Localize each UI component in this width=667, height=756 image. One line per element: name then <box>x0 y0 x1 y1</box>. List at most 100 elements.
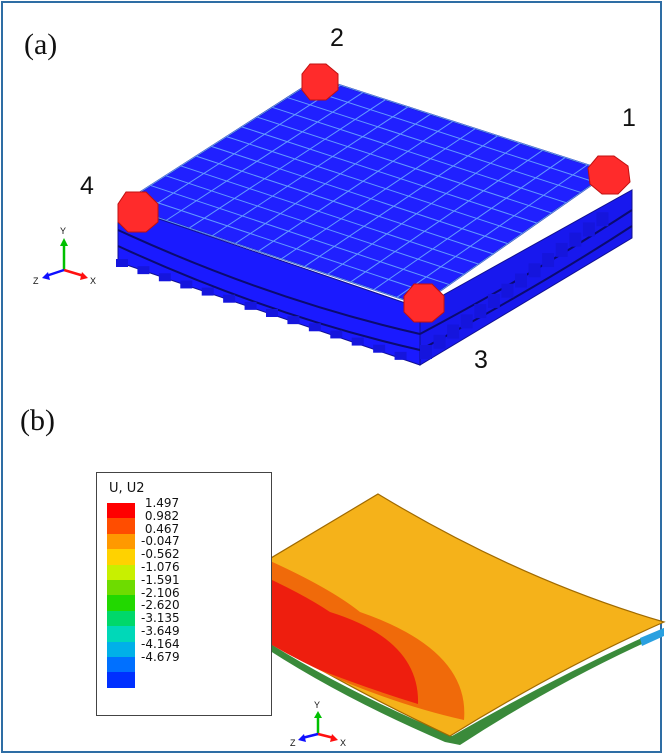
legend-value: -4.679 <box>141 649 180 664</box>
legend-values: 1.497 0.982 0.467 -0.047 -0.562 -1.076 -1.59… <box>141 497 180 663</box>
mesh-step <box>515 273 527 288</box>
panel-a-label: (a) <box>24 28 58 61</box>
mesh-step <box>201 287 214 296</box>
mesh-line <box>226 136 523 234</box>
mesh-step <box>447 324 460 339</box>
mesh-line <box>241 126 538 224</box>
mesh-line <box>287 97 581 193</box>
mesh-line <box>119 204 421 306</box>
panel-b-label: (b) <box>20 404 55 437</box>
mesh-step <box>460 314 473 329</box>
mesh-step <box>394 351 407 360</box>
legend-value: -1.076 <box>141 559 180 574</box>
mesh-line <box>272 106 567 204</box>
legend-value: -2.620 <box>141 598 180 613</box>
corner-label-1: 1 <box>622 104 636 132</box>
axis-label-z: Z <box>33 276 39 286</box>
legend-swatch <box>107 533 135 550</box>
plate-bottom-edge-blue <box>640 628 664 646</box>
plate-layer-line <box>117 245 421 351</box>
legend-swatch <box>107 503 135 519</box>
mesh-step <box>158 273 171 282</box>
mesh-line <box>235 113 431 244</box>
legend-value: -0.562 <box>141 547 180 562</box>
axis-label-x: X <box>90 276 97 286</box>
mesh-step <box>180 280 193 289</box>
mesh-step <box>223 294 236 303</box>
mesh-step <box>501 283 514 298</box>
mesh-line <box>258 120 454 252</box>
legend-swatch <box>107 610 135 627</box>
mesh-line <box>281 128 476 260</box>
mesh-line <box>135 194 435 296</box>
mesh-step <box>542 253 555 268</box>
support-3-marker <box>403 283 445 323</box>
legend-swatch <box>107 549 135 565</box>
legend-value: 0.467 <box>141 521 180 536</box>
mesh-step <box>373 344 386 353</box>
mesh-line <box>256 116 552 214</box>
mesh-step <box>266 309 278 317</box>
mesh-line <box>317 77 611 173</box>
mesh-step <box>555 242 568 257</box>
mesh-line <box>195 155 494 255</box>
mesh-line <box>119 77 319 206</box>
legend-swatch <box>107 672 135 688</box>
legend-swatch <box>107 595 135 611</box>
legend-value: -2.106 <box>141 585 180 600</box>
mesh-line <box>165 92 364 221</box>
axis-label-x-b: X <box>340 738 347 748</box>
mesh-step <box>487 293 500 308</box>
mesh-step <box>596 212 609 227</box>
mesh-line <box>150 184 450 286</box>
axis-label-y-b: Y <box>314 700 321 710</box>
mesh-step <box>474 304 487 319</box>
mesh-step <box>308 323 321 332</box>
mesh-line <box>419 171 611 306</box>
mesh-step-edge <box>116 212 609 360</box>
legend-swatch <box>107 518 135 534</box>
mesh-step <box>244 301 257 310</box>
legend-value: 1.497 <box>141 496 180 510</box>
mesh-line <box>165 175 465 275</box>
legend-swatch <box>107 626 135 642</box>
legend-value: -4.164 <box>141 636 180 651</box>
legend-value: -0.047 <box>141 534 180 549</box>
legend-value: 0.982 <box>141 508 180 523</box>
mesh-step <box>528 263 541 278</box>
contour-legend: U, U2 1.497 0.982 0.467 -0.047 -0.562 -1.07… <box>96 472 272 716</box>
mesh-line <box>142 84 341 214</box>
mesh-line <box>211 145 508 245</box>
mesh-line <box>327 142 521 275</box>
legend-value: -3.649 <box>141 623 180 638</box>
mesh-line <box>212 106 409 237</box>
legend-value: -1.591 <box>141 572 180 587</box>
mesh-step <box>287 316 300 325</box>
legend-swatch <box>107 579 135 596</box>
plate-bottom-edge <box>204 598 664 745</box>
mesh-line <box>396 164 588 298</box>
legend-swatch <box>107 656 135 673</box>
mesh-step <box>433 334 446 349</box>
corner-label-2: 2 <box>330 24 344 52</box>
support-2-marker <box>301 63 339 101</box>
legend-color-bar <box>107 503 135 688</box>
mesh-step <box>137 266 150 275</box>
support-4-marker <box>117 191 159 233</box>
mesh-step <box>420 345 432 359</box>
mesh-step <box>569 232 582 247</box>
mesh-step <box>330 330 343 339</box>
legend-swatch <box>107 564 135 580</box>
legend-title: U, U2 <box>109 481 145 496</box>
axis-label-z-b: Z <box>290 738 296 748</box>
support-1-marker <box>587 155 631 195</box>
mesh-line <box>188 99 386 229</box>
mesh-grid <box>119 77 611 306</box>
axis-triad-b <box>298 711 338 742</box>
axis-label-y: Y <box>60 226 67 236</box>
corner-label-3: 3 <box>474 346 488 374</box>
legend-value: -3.135 <box>141 611 180 626</box>
mesh-line <box>304 135 498 267</box>
mesh-step <box>351 337 364 346</box>
